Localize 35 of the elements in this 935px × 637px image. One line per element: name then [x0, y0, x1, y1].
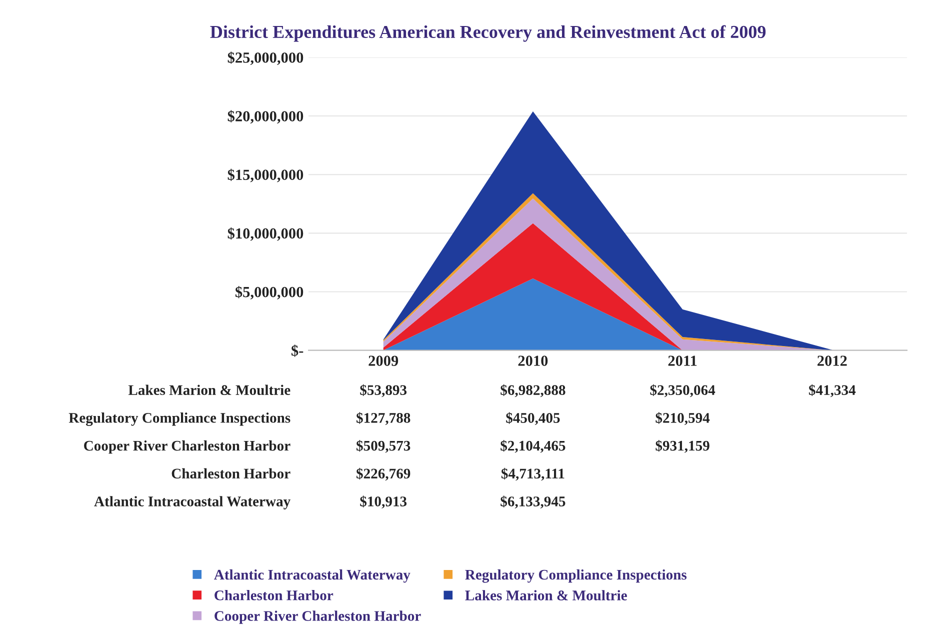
- data-label: $41,334: [808, 384, 856, 398]
- y-tick-label: $-: [292, 344, 304, 357]
- legend-label: Regulatory Compliance Inspections: [465, 569, 687, 583]
- legend-label: Lakes Marion & Moultrie: [465, 590, 627, 600]
- legend-label: Cooper River Charleston Harbor: [214, 610, 421, 624]
- text: Cooper River Charleston Harbor: [84, 440, 290, 454]
- legend-label: Atlantic Intracoastal Waterway: [214, 569, 410, 583]
- y-tick-label: $15,000,000: [228, 168, 304, 182]
- data-label: $2,104,465: [500, 440, 566, 453]
- data-label: $931,159: [656, 440, 710, 453]
- data-label: $509,573: [356, 440, 410, 453]
- data-label: $53,893: [360, 384, 407, 398]
- x-tick-label: 2012: [818, 356, 847, 366]
- x-tick-label: 2010: [518, 356, 548, 366]
- data-label: $10,913: [360, 496, 407, 508]
- data-label: $2,350,064: [650, 384, 716, 398]
- y-tick-label: $20,000,000: [228, 110, 304, 124]
- data-label: $6,982,888: [500, 384, 566, 398]
- text: Atlantic Intracoastal Waterway: [94, 496, 290, 510]
- text: Lakes Marion & Moultrie: [128, 384, 290, 396]
- data-label: $226,769: [356, 468, 410, 481]
- data-label: $127,788: [356, 412, 410, 425]
- x-tick-label: 2011: [668, 356, 697, 366]
- chart-title: District Expenditures American Recovery and Reinvestment Act of 2009: [210, 25, 766, 42]
- data-label: $6,133,945: [500, 496, 566, 508]
- x-tick-label: 2009: [368, 356, 398, 366]
- y-tick-label: $5,000,000: [235, 286, 304, 300]
- text: Charleston Harbor: [172, 468, 290, 479]
- data-label: $210,594: [656, 412, 710, 425]
- text: Regulatory Compliance Inspections: [68, 412, 290, 426]
- legend-label: Charleston Harbor: [214, 590, 334, 600]
- y-tick-label: $10,000,000: [228, 227, 304, 241]
- y-tick-label: $25,000,000: [228, 52, 304, 65]
- data-label: $450,405: [506, 412, 560, 425]
- data-label: $4,713,111: [501, 468, 564, 481]
